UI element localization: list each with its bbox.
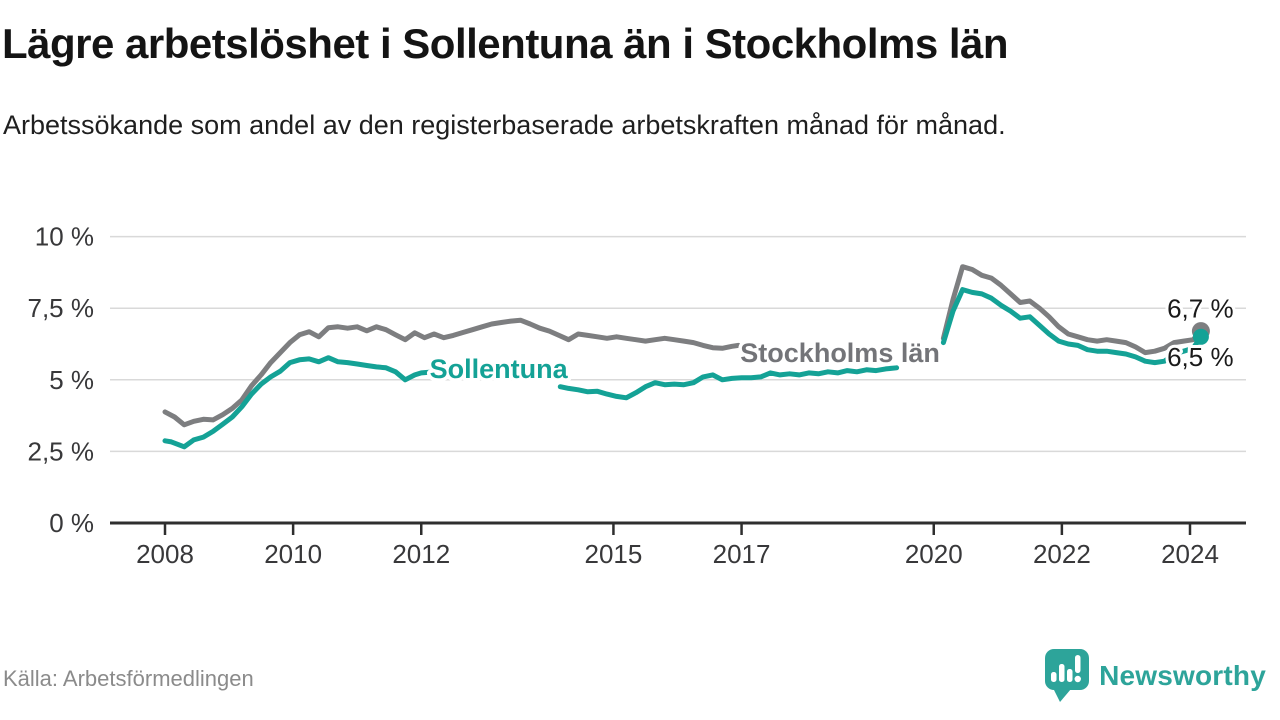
logo-bar-3	[1067, 669, 1073, 682]
y-tick-label: 7,5 %	[28, 293, 95, 323]
end-value-label: 6,5 %	[1167, 342, 1234, 372]
page-title: Lägre arbetslöshet i Sollentuna än i Sto…	[2, 20, 1009, 67]
y-tick-label: 2,5 %	[28, 436, 95, 466]
y-tick-label: 5 %	[49, 365, 94, 395]
logo-bar-1	[1051, 672, 1057, 682]
sollentuna-line	[940, 287, 1204, 366]
end-value-label: 6,7 %	[1167, 294, 1234, 324]
x-tick-label: 2008	[136, 539, 194, 569]
x-tick-label: 2022	[1033, 539, 1091, 569]
newsworthy-icon	[1045, 649, 1090, 702]
chart-subtitle: Arbetssökande som andel av den registerb…	[3, 110, 1006, 140]
chart-area: 0 % 2,5 % 5 % 7,5 % 10 % 2008 2010 2012 2015 2017…	[0, 190, 1280, 600]
sollentuna-line	[557, 365, 900, 401]
x-tick-label: 2024	[1161, 539, 1219, 569]
x-tick-label: 2020	[905, 539, 963, 569]
logo-bubble	[1045, 649, 1090, 690]
x-tick-label: 2012	[392, 539, 450, 569]
y-tick-label: 0 %	[49, 508, 94, 538]
newsworthy-logo[interactable]: Newsworthy	[1044, 648, 1266, 704]
stockholms-lan-line	[162, 317, 741, 428]
sollentuna-end-dot	[1192, 328, 1209, 345]
logo-exclamation-dot	[1074, 675, 1082, 683]
x-tick-label: 2010	[264, 539, 322, 569]
stockholms-lan-line	[940, 264, 1204, 356]
source-note: Källa: Arbetsförmedlingen	[3, 666, 254, 691]
x-tick-label: 2015	[585, 539, 643, 569]
logo-exclamation-bar	[1075, 655, 1081, 673]
sollentuna-line	[162, 355, 434, 450]
stockholms-lan-label: Stockholms län	[740, 338, 940, 368]
logo-bar-2	[1059, 664, 1065, 682]
sollentuna-label: Sollentuna	[430, 354, 569, 384]
line-chart: 0 % 2,5 % 5 % 7,5 % 10 % 2008 2010 2012 2015 2017…	[28, 222, 1246, 569]
newsworthy-wordmark: Newsworthy	[1099, 660, 1266, 691]
logo-bubble-tail	[1053, 688, 1072, 702]
y-tick-label: 10 %	[35, 222, 94, 252]
x-tick-label: 2017	[713, 539, 771, 569]
